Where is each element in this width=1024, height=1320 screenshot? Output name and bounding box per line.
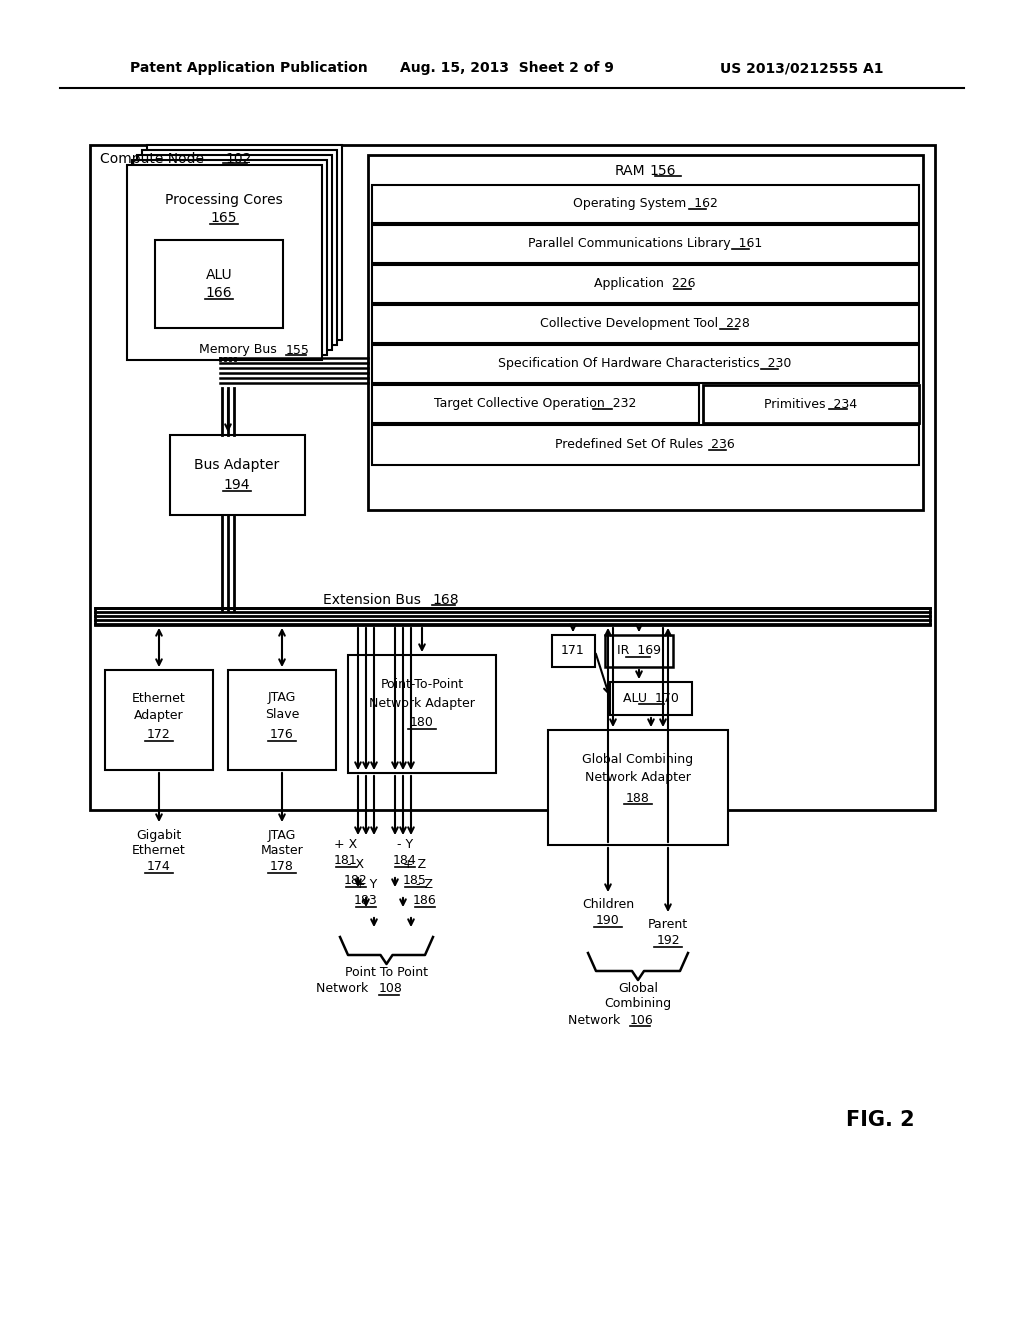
Text: - Y: - Y bbox=[397, 838, 413, 851]
Text: ALU  170: ALU 170 bbox=[623, 692, 679, 705]
Text: 102: 102 bbox=[225, 152, 251, 166]
Text: ALU: ALU bbox=[206, 268, 232, 282]
Text: 178: 178 bbox=[270, 861, 294, 874]
Bar bbox=[127, 165, 322, 360]
Text: 166: 166 bbox=[206, 286, 232, 300]
Text: US 2013/0212555 A1: US 2013/0212555 A1 bbox=[720, 61, 884, 75]
Bar bbox=[552, 635, 595, 667]
Bar bbox=[155, 240, 283, 327]
Text: 106: 106 bbox=[630, 1014, 653, 1027]
Bar bbox=[610, 682, 692, 715]
Text: 185: 185 bbox=[403, 874, 427, 887]
Text: Global: Global bbox=[618, 982, 658, 994]
Text: 108: 108 bbox=[379, 982, 402, 995]
Text: + X: + X bbox=[335, 838, 357, 851]
Text: 181: 181 bbox=[334, 854, 357, 867]
Bar bbox=[132, 160, 327, 355]
Bar bbox=[348, 655, 496, 774]
Text: 180: 180 bbox=[410, 717, 434, 730]
Text: 184: 184 bbox=[393, 854, 417, 867]
Bar bbox=[372, 224, 919, 263]
Text: Operating System  162: Operating System 162 bbox=[572, 198, 718, 210]
Text: 188: 188 bbox=[626, 792, 650, 804]
Text: Predefined Set Of Rules  236: Predefined Set Of Rules 236 bbox=[555, 438, 735, 451]
Text: Global Combining: Global Combining bbox=[583, 754, 693, 767]
Text: JTAG: JTAG bbox=[268, 829, 296, 842]
Text: Gigabit: Gigabit bbox=[136, 829, 181, 842]
Text: JTAG: JTAG bbox=[268, 692, 296, 705]
Text: 176: 176 bbox=[270, 729, 294, 742]
Text: 186: 186 bbox=[413, 895, 437, 908]
Bar bbox=[90, 145, 935, 810]
Text: Parallel Communications Library  161: Parallel Communications Library 161 bbox=[528, 238, 762, 251]
Text: - X: - X bbox=[347, 858, 365, 871]
Text: Collective Development Tool  228: Collective Development Tool 228 bbox=[540, 318, 750, 330]
Text: Network Adapter: Network Adapter bbox=[585, 771, 691, 784]
Text: Application  226: Application 226 bbox=[594, 277, 695, 290]
Text: Network: Network bbox=[567, 1014, 628, 1027]
Text: Point To Point: Point To Point bbox=[345, 965, 428, 978]
Text: Ethernet: Ethernet bbox=[132, 692, 186, 705]
Bar bbox=[137, 154, 332, 350]
Bar bbox=[95, 609, 930, 624]
Text: 190: 190 bbox=[596, 915, 620, 928]
Text: Master: Master bbox=[261, 845, 303, 858]
Text: Combining: Combining bbox=[604, 998, 672, 1011]
Text: Processing Cores: Processing Cores bbox=[165, 193, 283, 207]
Text: Patent Application Publication: Patent Application Publication bbox=[130, 61, 368, 75]
Text: 182: 182 bbox=[344, 874, 368, 887]
Bar bbox=[372, 345, 919, 383]
Text: 168: 168 bbox=[432, 593, 459, 607]
Text: Point-To-Point: Point-To-Point bbox=[381, 678, 464, 692]
Text: Target Collective Operation  232: Target Collective Operation 232 bbox=[434, 397, 636, 411]
Bar bbox=[372, 385, 699, 422]
Text: Compute Node: Compute Node bbox=[100, 152, 204, 166]
Text: Extension Bus: Extension Bus bbox=[324, 593, 430, 607]
Text: Memory Bus: Memory Bus bbox=[200, 343, 285, 356]
Text: Network: Network bbox=[316, 982, 377, 995]
Bar bbox=[372, 265, 919, 304]
Text: 174: 174 bbox=[147, 861, 171, 874]
Bar bbox=[605, 635, 673, 667]
Text: FIG. 2: FIG. 2 bbox=[846, 1110, 914, 1130]
Text: 192: 192 bbox=[656, 935, 680, 948]
Text: RAM: RAM bbox=[614, 164, 645, 178]
Text: + Y: + Y bbox=[355, 879, 377, 891]
Text: 165: 165 bbox=[211, 211, 238, 224]
Bar bbox=[703, 385, 919, 422]
Text: Primitives  234: Primitives 234 bbox=[765, 397, 857, 411]
Text: Children: Children bbox=[582, 899, 634, 912]
Text: - Z: - Z bbox=[417, 879, 433, 891]
Bar bbox=[105, 671, 213, 770]
Bar bbox=[372, 185, 919, 223]
Text: Network Adapter: Network Adapter bbox=[369, 697, 475, 710]
Text: 172: 172 bbox=[147, 729, 171, 742]
Text: Specification Of Hardware Characteristics  230: Specification Of Hardware Characteristic… bbox=[499, 358, 792, 371]
Text: 194: 194 bbox=[224, 478, 250, 492]
Bar bbox=[372, 305, 919, 343]
Bar bbox=[170, 436, 305, 515]
Text: 183: 183 bbox=[354, 895, 378, 908]
Text: 156: 156 bbox=[650, 164, 676, 178]
Text: Ethernet: Ethernet bbox=[132, 845, 186, 858]
Text: Parent: Parent bbox=[648, 919, 688, 932]
Text: Adapter: Adapter bbox=[134, 709, 184, 722]
Text: Bus Adapter: Bus Adapter bbox=[195, 458, 280, 473]
Text: IR  169: IR 169 bbox=[617, 644, 662, 657]
Bar bbox=[372, 425, 919, 465]
Bar bbox=[228, 671, 336, 770]
Text: Aug. 15, 2013  Sheet 2 of 9: Aug. 15, 2013 Sheet 2 of 9 bbox=[400, 61, 613, 75]
Text: Slave: Slave bbox=[265, 709, 299, 722]
Bar bbox=[147, 145, 342, 341]
Text: 155: 155 bbox=[286, 343, 310, 356]
Text: 171: 171 bbox=[561, 644, 585, 657]
Text: + Z: + Z bbox=[403, 858, 427, 871]
Bar bbox=[368, 154, 923, 510]
Bar bbox=[142, 150, 337, 345]
Bar bbox=[548, 730, 728, 845]
